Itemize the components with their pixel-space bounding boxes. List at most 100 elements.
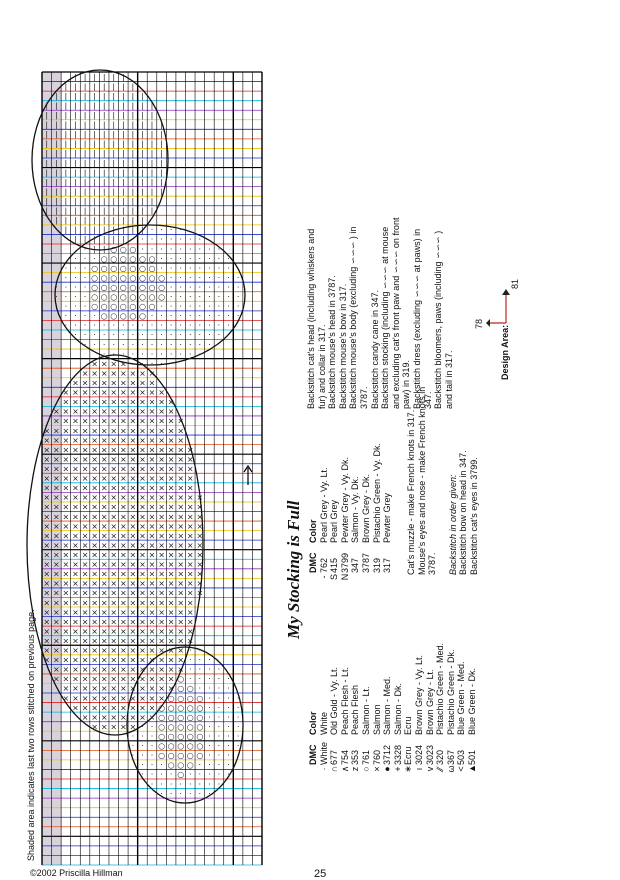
stitch-symbol: · xyxy=(141,770,144,779)
stitch-symbol: × xyxy=(63,541,70,550)
stitch-symbol: × xyxy=(187,503,194,512)
legend-row: · White White xyxy=(319,643,330,773)
stitch-symbol: × xyxy=(130,512,137,521)
stitch-symbol: · xyxy=(112,331,115,340)
stitch-symbol: × xyxy=(139,560,146,569)
stitch-symbol-icon: ∧ xyxy=(339,765,350,773)
stitch-symbol: · xyxy=(170,273,173,282)
stitch-symbol: × xyxy=(168,656,175,665)
stitch-symbol: × xyxy=(110,665,117,674)
stitch-symbol: | xyxy=(93,216,96,225)
stitch-symbol: · xyxy=(141,235,144,244)
legend-right: DMC Color -762 Pearl Grey - Vy. Lt. S 415 Pea… xyxy=(308,442,393,581)
stitch-symbol: × xyxy=(120,560,127,569)
stitch-symbol: × xyxy=(130,570,137,579)
stitch-symbol: | xyxy=(74,130,77,139)
stitch-symbol: × xyxy=(91,369,98,378)
stitch-symbol: × xyxy=(187,445,194,454)
stitch-symbol: × xyxy=(139,512,146,521)
stitch-symbol: · xyxy=(218,713,221,722)
stitch-symbol: × xyxy=(43,627,50,636)
stitch-symbol: × xyxy=(101,627,108,636)
stitch-symbol: | xyxy=(151,159,154,168)
stitch-symbol: ○ xyxy=(129,273,136,282)
stitch-symbol: × xyxy=(101,636,108,645)
stitch-symbol-icon xyxy=(382,573,393,581)
stitch-symbol: × xyxy=(82,436,89,445)
stitch-symbol: · xyxy=(141,732,144,741)
stitch-symbol: · xyxy=(160,264,163,273)
stitch-symbol: | xyxy=(141,207,144,216)
stitch-symbol: | xyxy=(74,159,77,168)
stitch-symbol: ○ xyxy=(120,312,127,321)
stitch-symbol: | xyxy=(93,140,96,149)
stitch-symbol: | xyxy=(151,187,154,196)
stitch-symbol: × xyxy=(110,570,117,579)
stitch-symbol: × xyxy=(91,722,98,731)
stitch-symbol: × xyxy=(91,713,98,722)
legend-row: ▲ 501 Blue Green - Dk. xyxy=(467,643,478,773)
stitch-symbol-icon: ω xyxy=(445,765,456,773)
stitch-symbol: | xyxy=(93,111,96,120)
stitch-symbol: × xyxy=(53,617,60,626)
stitch-symbol: | xyxy=(112,197,115,206)
stitch-symbol: × xyxy=(63,665,70,674)
stitch-symbol: | xyxy=(84,197,87,206)
stitch-symbol: × xyxy=(63,617,70,626)
stitch-symbol: · xyxy=(218,780,221,789)
stitch-symbol: · xyxy=(179,245,182,254)
stitch-symbol: × xyxy=(196,560,203,569)
stitch-symbol: × xyxy=(149,627,156,636)
stitch-symbol: | xyxy=(160,140,163,149)
stitch-symbol: × xyxy=(53,598,60,607)
stitch-symbol: · xyxy=(93,312,96,321)
stitch-symbol: × xyxy=(139,455,146,464)
stitch-symbol: × xyxy=(139,503,146,512)
stitch-symbol: · xyxy=(208,770,211,779)
stitch-symbol: × xyxy=(130,608,137,617)
stitch-symbol: | xyxy=(55,187,58,196)
stitch-symbol: × xyxy=(72,474,79,483)
stitch-symbol: × xyxy=(130,445,137,454)
stitch-symbol: | xyxy=(45,149,48,158)
stitch-symbol: × xyxy=(149,426,156,435)
stitch-symbol: × xyxy=(158,455,165,464)
stitch-symbol-icon: × xyxy=(371,766,382,772)
stitch-symbol: | xyxy=(122,82,125,91)
legend-row: ⁄⁄ 320 Pistachio Green - Med. xyxy=(435,643,446,773)
stitch-symbol: × xyxy=(43,570,50,579)
stitch-symbol: · xyxy=(93,331,96,340)
stitch-symbol: × xyxy=(91,445,98,454)
legend-row: 3787 Brown Grey - Dk. xyxy=(361,443,372,581)
stitch-symbol: × xyxy=(168,465,175,474)
stitch-symbol: × xyxy=(53,531,60,540)
stitch-symbol: | xyxy=(65,159,68,168)
stitch-symbol: ○ xyxy=(110,245,117,254)
stitch-symbol: · xyxy=(122,350,125,359)
instruction-line: fur) and collar in 317. xyxy=(316,324,327,409)
stitch-symbol: × xyxy=(120,522,127,531)
stitch-symbol: | xyxy=(112,140,115,149)
stitch-symbol: | xyxy=(103,92,106,101)
stitch-symbol: · xyxy=(208,722,211,731)
stitch-symbol: | xyxy=(103,149,106,158)
legend-dmc: 3328 xyxy=(392,744,403,765)
stitch-symbol: × xyxy=(130,617,137,626)
stitch-symbol: × xyxy=(91,465,98,474)
stitch-symbol: | xyxy=(84,178,87,187)
stitch-symbol: × xyxy=(196,541,203,550)
stitch-symbol: × xyxy=(130,407,137,416)
stitch-symbol: | xyxy=(151,140,154,149)
stitch-symbol: · xyxy=(170,254,173,263)
stitch-symbol: × xyxy=(177,426,184,435)
stitch-symbol-icon: < xyxy=(456,766,467,772)
stitch-symbol: ○ xyxy=(149,273,156,282)
stitch-symbol: · xyxy=(103,331,106,340)
stitch-symbol: · xyxy=(65,283,68,292)
stitch-symbol: × xyxy=(110,407,117,416)
stitch-symbol: | xyxy=(122,216,125,225)
stitch-symbol: × xyxy=(158,512,165,521)
stitch-symbol: × xyxy=(91,359,98,368)
stitch-symbol: · xyxy=(65,302,68,311)
stitch-symbol: | xyxy=(151,121,154,130)
